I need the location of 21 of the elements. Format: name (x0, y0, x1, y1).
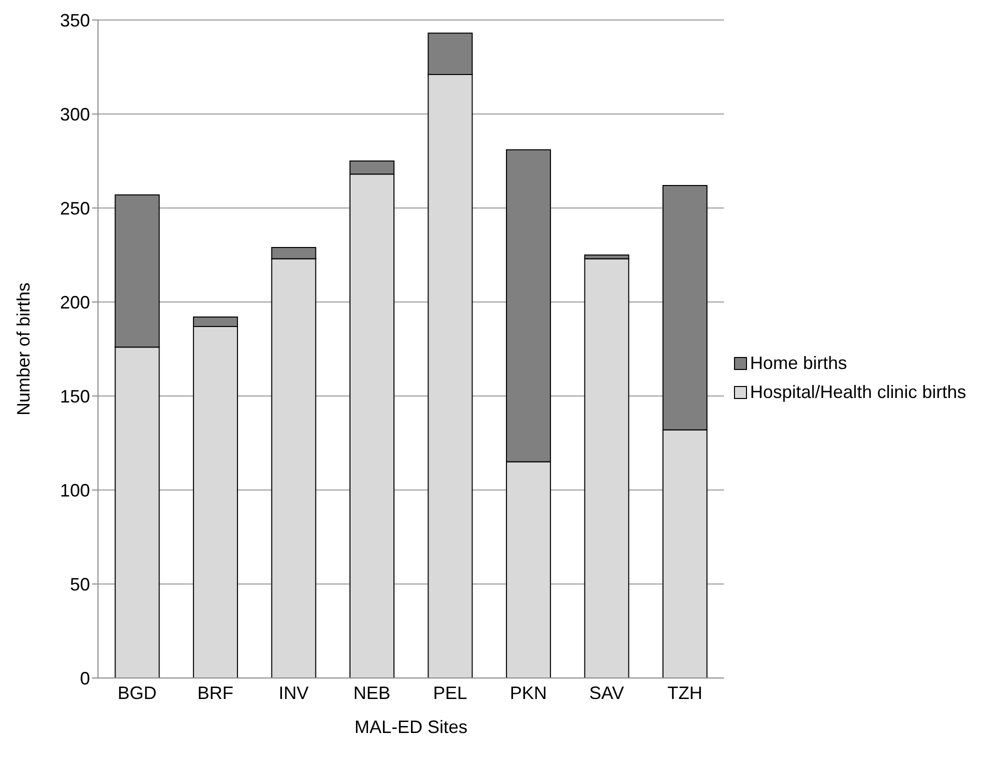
y-tick-label: 150 (60, 386, 90, 406)
x-tick-label: INV (278, 682, 309, 703)
bar (584, 258, 630, 678)
x-tick-label: SAV (589, 682, 624, 703)
x-tick-label: TZH (667, 682, 702, 703)
y-tick-label: 200 (60, 292, 90, 312)
legend-label: Home births (750, 353, 848, 374)
y-tick-label: 300 (60, 104, 90, 124)
legend-label: Hospital/Health clinic births (750, 382, 966, 403)
x-tick-label: NEB (353, 682, 390, 703)
x-tick-label: PEL (433, 682, 468, 703)
y-tick-label: 0 (80, 668, 90, 688)
y-tick-label: 250 (60, 198, 90, 218)
x-tick-label: BGD (118, 682, 157, 703)
x-tick-label: BRF (197, 682, 234, 703)
y-tick-label: 350 (60, 10, 90, 30)
y-tick-label: 50 (70, 574, 90, 594)
y-axis-title: Number of births (13, 282, 34, 416)
y-tick-label: 100 (60, 480, 90, 500)
x-tick-label: PKN (510, 682, 547, 703)
x-axis-title: MAL-ED Sites (354, 717, 468, 737)
